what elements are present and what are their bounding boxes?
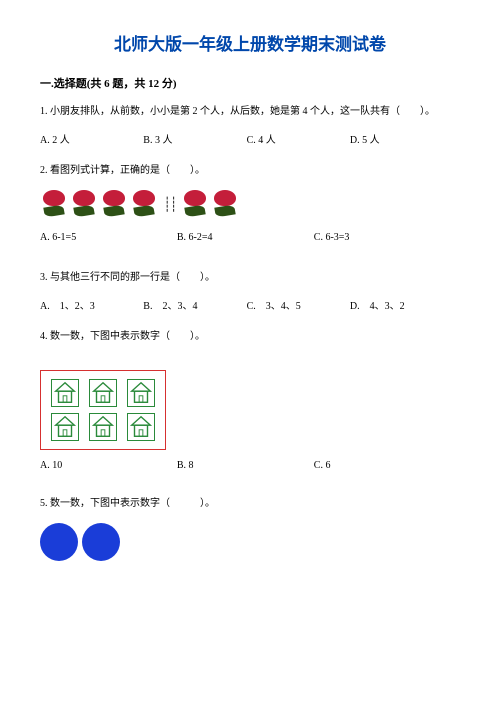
rose-icon [130,190,158,220]
q4-opt-a: A. 10 [40,460,174,471]
q1-opt-d: D. 5 人 [350,131,451,146]
q1-opt-c: C. 4 人 [247,131,348,146]
question-1-options: A. 2 人 B. 3 人 C. 4 人 D. 5 人 [40,131,460,146]
q4-opt-c: C. 6 [314,460,448,471]
circle-icon [82,523,120,561]
house-icon [89,413,117,441]
rose-icon [100,190,128,220]
question-3: 3. 与其他三行不同的那一行是（ ）。 [40,269,460,287]
q2-opt-a: A. 6-1=5 [40,232,174,243]
q4-opt-b: B. 8 [177,460,311,471]
house-icon [127,379,155,407]
question-4-options: A. 10 B. 8 C. 6 [40,460,460,471]
q3-opt-c: C. 3、4、5 [247,297,348,312]
house-icon [127,413,155,441]
rose-icon [211,190,239,220]
question-1: 1. 小朋友排队，从前数，小小是第 2 个人，从后数，她是第 4 个人，这一队共… [40,103,460,121]
question-2: 2. 看图列式计算，正确的是（ ）。 [40,162,460,180]
q1-opt-b: B. 3 人 [143,131,244,146]
question-3-options: A. 1、2、3 B. 2、3、4 C. 3、4、5 D. 4、3、2 [40,297,460,312]
rose-icon [181,190,209,220]
house-icon [89,379,117,407]
page-title: 北师大版一年级上册数学期末测试卷 [40,30,460,55]
q2-opt-b: B. 6-2=4 [177,232,311,243]
house-icon [51,413,79,441]
divider-icon: ┊┊ [160,197,179,214]
question-2-options: A. 6-1=5 B. 6-2=4 C. 6-3=3 [40,232,460,243]
roses-figure: ┊┊ [40,190,460,220]
houses-figure [40,370,166,450]
q3-opt-b: B. 2、3、4 [143,297,244,312]
question-4: 4. 数一数，下图中表示数字（ ）。 [40,328,460,346]
rose-icon [70,190,98,220]
circle-icon [40,523,78,561]
section-header: 一.选择题(共 6 题，共 12 分) [40,75,460,91]
q1-opt-a: A. 2 人 [40,131,141,146]
q2-opt-c: C. 6-3=3 [314,232,448,243]
rose-icon [40,190,68,220]
question-5: 5. 数一数，下图中表示数字（ ）。 [40,495,460,513]
q3-opt-d: D. 4、3、2 [350,297,451,312]
circles-figure [40,523,460,561]
q3-opt-a: A. 1、2、3 [40,297,141,312]
house-icon [51,379,79,407]
